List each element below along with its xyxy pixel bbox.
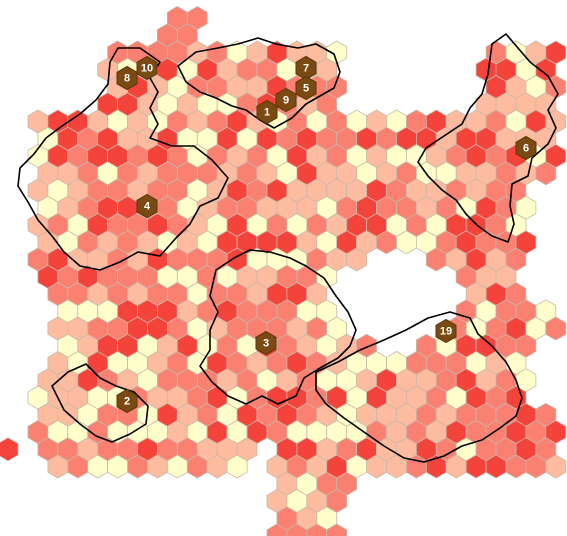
hex-cell[interactable] xyxy=(306,523,328,536)
marker-hex-icon xyxy=(136,193,158,219)
region-border-east xyxy=(417,33,559,243)
hex-cell[interactable] xyxy=(545,316,567,341)
marker-hex-icon xyxy=(116,65,138,91)
hex-cells[interactable] xyxy=(0,6,567,536)
region-border-north xyxy=(177,37,341,129)
region-border-southeast xyxy=(315,311,523,463)
region-border-northwest xyxy=(17,47,229,271)
hex-cell[interactable] xyxy=(346,247,368,272)
hex-cell[interactable] xyxy=(535,161,557,186)
marker-hex-icon xyxy=(256,99,278,125)
region-border-central xyxy=(199,249,357,405)
marker-hex-icon xyxy=(136,55,158,81)
hex-cell[interactable] xyxy=(0,437,19,462)
marker-hex-icon xyxy=(435,318,457,344)
hex-cell[interactable] xyxy=(326,523,348,536)
hex-cell[interactable] xyxy=(226,454,248,479)
region-borders xyxy=(17,33,559,463)
hex-cell[interactable] xyxy=(545,454,567,479)
region-border-southwest xyxy=(51,363,149,443)
hex-cell[interactable] xyxy=(286,523,308,536)
marker-hex-icon xyxy=(255,330,277,356)
hex-cell[interactable] xyxy=(266,523,288,536)
marker-hex-icon xyxy=(116,388,138,414)
marker-hex-icon xyxy=(515,135,537,161)
marker-hex-icon xyxy=(295,55,317,81)
